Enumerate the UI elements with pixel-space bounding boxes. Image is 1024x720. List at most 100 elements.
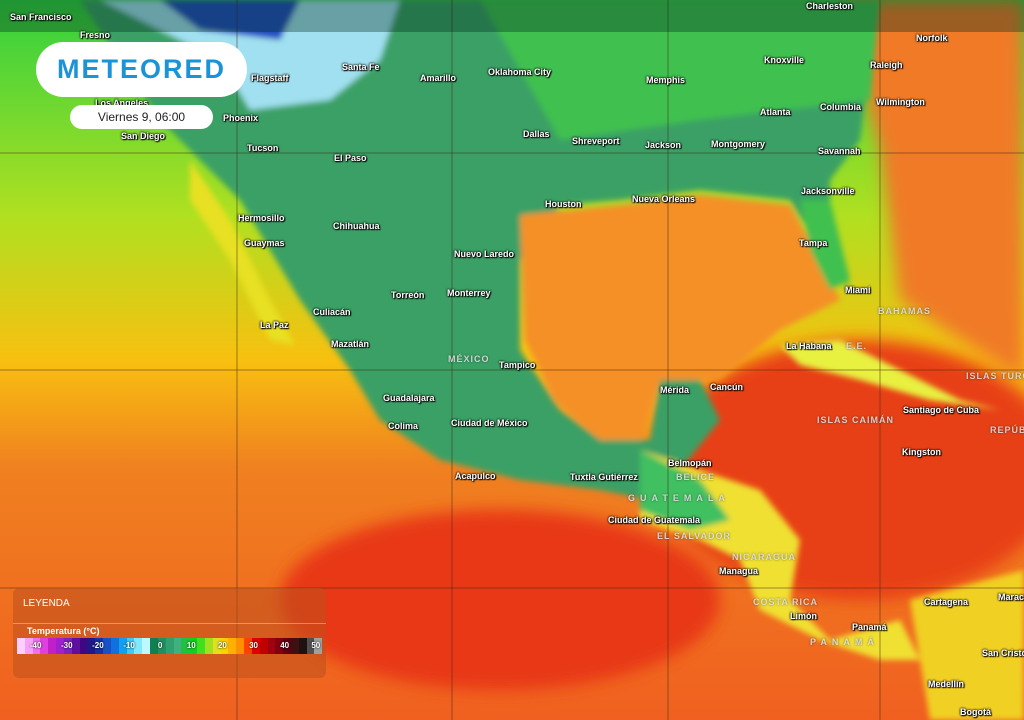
scale-swatch bbox=[126, 638, 135, 654]
scale-swatch bbox=[95, 638, 104, 654]
atlantic bbox=[840, 0, 1024, 380]
meteored-logo[interactable]: METEORED bbox=[36, 42, 247, 97]
country-label: ISLAS CAIMÁN bbox=[817, 415, 894, 425]
legend-variable: Temperatura (°C) bbox=[27, 626, 100, 636]
city-label: Miami bbox=[845, 285, 871, 295]
city-label: Jackson bbox=[645, 140, 682, 150]
country-label: E.E. bbox=[846, 341, 868, 351]
scale-swatch bbox=[220, 638, 229, 654]
country-label: MÉXICO bbox=[448, 354, 490, 364]
florida bbox=[800, 200, 850, 290]
scale-swatch bbox=[197, 638, 205, 654]
city-label: Santa Fe bbox=[342, 62, 380, 72]
scale-swatch bbox=[157, 638, 166, 654]
scale-swatch bbox=[24, 638, 33, 654]
top-shade bbox=[0, 0, 1024, 32]
city-label: Tuxtla Gutiérrez bbox=[570, 472, 638, 482]
city-label: Limón bbox=[790, 611, 817, 621]
land-north-america bbox=[80, 0, 880, 500]
scale-swatch bbox=[236, 638, 245, 654]
city-label: Charleston bbox=[806, 1, 854, 11]
city-label: La Habana bbox=[786, 341, 832, 351]
city-label: Tampa bbox=[799, 238, 828, 248]
colombia bbox=[910, 570, 1024, 720]
scale-swatch bbox=[79, 638, 88, 654]
city-label: Los Angeles bbox=[95, 98, 149, 108]
scale-swatch bbox=[142, 638, 151, 654]
cold-core bbox=[160, 0, 300, 40]
scale-tick: -10 bbox=[123, 641, 135, 650]
scale-swatch bbox=[298, 638, 307, 654]
city-label: Dallas bbox=[523, 129, 550, 139]
city-label: Oklahoma City bbox=[488, 67, 552, 77]
country-label: ISLAS TURCAS bbox=[966, 371, 1024, 381]
legend-title: LEYENDA bbox=[23, 598, 70, 609]
scale-swatch bbox=[17, 638, 25, 654]
scale-swatch bbox=[134, 638, 143, 654]
scale-swatch bbox=[181, 638, 190, 654]
city-label: Wilmington bbox=[876, 97, 925, 107]
city-label: Santiago de Cuba bbox=[903, 405, 980, 415]
scale-tick: -30 bbox=[61, 641, 73, 650]
scale-tick: 0 bbox=[157, 641, 163, 650]
scale-swatch bbox=[71, 638, 80, 654]
city-label: Acapulco bbox=[455, 471, 496, 481]
legend-divider bbox=[13, 623, 326, 624]
scale-swatch bbox=[228, 638, 237, 654]
city-label: San Diego bbox=[121, 131, 166, 141]
scale-swatch bbox=[150, 638, 158, 654]
city-label: San Francisco bbox=[10, 12, 72, 22]
scale-swatch bbox=[251, 638, 260, 654]
city-label: Mérida bbox=[660, 385, 690, 395]
scale-swatch bbox=[40, 638, 49, 654]
scale-swatch bbox=[87, 638, 96, 654]
city-label: San Cristó bbox=[982, 648, 1024, 658]
scale-swatch bbox=[56, 638, 64, 654]
city-label: Nueva Orleans bbox=[632, 194, 696, 204]
city-label: Phoenix bbox=[223, 113, 259, 123]
city-label: Managua bbox=[719, 566, 759, 576]
city-label: Flagstaff bbox=[251, 73, 289, 83]
city-label: Chihuahua bbox=[333, 221, 380, 231]
city-label: Raleigh bbox=[870, 60, 903, 70]
city-label: Kingston bbox=[902, 447, 941, 457]
scale-tick: 40 bbox=[280, 641, 290, 650]
scale-swatch bbox=[314, 638, 323, 654]
city-label: Ciudad de México bbox=[451, 418, 528, 428]
scale-swatch bbox=[204, 638, 213, 654]
city-label: La Paz bbox=[260, 320, 289, 330]
scale-swatch bbox=[48, 638, 57, 654]
city-label: Nuevo Laredo bbox=[454, 249, 515, 259]
country-label: NICARAGUA bbox=[732, 552, 796, 562]
city-label: Hermosillo bbox=[238, 213, 285, 223]
legend-panel[interactable]: LEYENDA Temperatura (°C) -40 -30 -20 -10… bbox=[13, 588, 326, 678]
city-label: Tucson bbox=[247, 143, 279, 153]
color-scale bbox=[17, 638, 323, 654]
scale-swatch bbox=[32, 638, 41, 654]
city-label: Amarillo bbox=[420, 73, 457, 83]
city-label: Monterrey bbox=[447, 288, 491, 298]
scale-swatch bbox=[259, 638, 268, 654]
scale-swatch bbox=[165, 638, 174, 654]
city-label: Belmopán bbox=[668, 458, 712, 468]
city-label: Savannah bbox=[818, 146, 861, 156]
city-label: Medellín bbox=[928, 679, 965, 689]
scale-swatch bbox=[306, 638, 315, 654]
city-label: Fresno bbox=[80, 30, 111, 40]
forecast-time[interactable]: Viernes 9, 06:00 bbox=[70, 105, 213, 129]
scale-swatch bbox=[290, 638, 299, 654]
city-label: Colima bbox=[388, 421, 419, 431]
scale-tick: 50 bbox=[311, 641, 321, 650]
city-label: Memphis bbox=[646, 75, 686, 85]
city-label: Torreón bbox=[391, 290, 425, 300]
country-label: PANAMÁ bbox=[810, 637, 879, 647]
city-label: Cartagena bbox=[924, 597, 969, 607]
city-label: Maraca bbox=[998, 592, 1024, 602]
country-label: GUATEMALA bbox=[628, 493, 730, 503]
city-label: Atlanta bbox=[760, 107, 791, 117]
cuba bbox=[780, 340, 1000, 410]
scale-tick: -40 bbox=[29, 641, 42, 650]
city-label: Bogotá bbox=[960, 707, 991, 717]
city-label: Norfolk bbox=[916, 33, 948, 43]
